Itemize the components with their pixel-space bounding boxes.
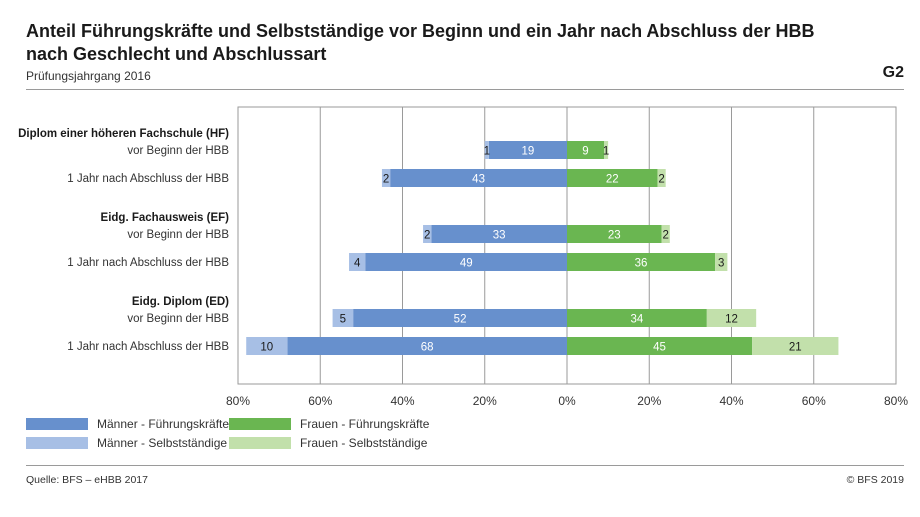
x-tick-label: 40% (390, 394, 414, 408)
bar-women-leaders (567, 225, 662, 243)
bar-men-leaders (390, 169, 567, 187)
row-label: 1 Jahr nach Abschluss der HBB (67, 341, 229, 353)
bar-women-leaders (567, 309, 707, 327)
x-tick-label: 40% (719, 394, 743, 408)
legend-label-women-self: Frauen - Selbstständige (300, 436, 428, 450)
data-label: 22 (606, 174, 619, 186)
bar-women-self (604, 141, 609, 159)
data-label: 21 (789, 342, 802, 354)
x-tick-label: 0% (558, 394, 576, 408)
legend-label-women-leaders: Frauen - Führungskräfte (300, 417, 430, 431)
legend-item-women-leaders: Frauen - Führungskräfte (229, 417, 429, 431)
data-label: 52 (454, 314, 467, 326)
row-label: vor Beginn der HBB (127, 229, 229, 241)
bar-men-self (332, 309, 354, 327)
data-label: 68 (421, 342, 434, 354)
data-label: 43 (472, 174, 485, 186)
group-label: Diplom einer höheren Fachschule (HF) (18, 128, 229, 140)
data-label: 49 (460, 258, 473, 270)
data-label: 19 (522, 146, 535, 158)
bar-women-leaders (567, 253, 716, 271)
header-divider (26, 89, 904, 90)
bar-men-leaders (365, 253, 567, 271)
data-label: 1 (603, 146, 609, 158)
source-note: Quelle: BFS – eHBB 2017 (26, 474, 148, 486)
bar-women-self (752, 337, 839, 355)
bar-women-leaders (567, 169, 658, 187)
legend-swatch-women-self (229, 437, 291, 449)
copyright-note: © BFS 2019 (846, 474, 904, 486)
x-tick-label: 20% (473, 394, 497, 408)
data-label: 2 (658, 174, 664, 186)
bar-men-self (349, 253, 366, 271)
row-label: vor Beginn der HBB (127, 145, 229, 157)
data-label: 9 (582, 146, 588, 158)
legend-swatch-men-leaders (26, 418, 88, 430)
bar-women-self (657, 169, 666, 187)
figure-number: G2 (882, 64, 904, 81)
chart-title: Anteil Führungskräfte und Selbstständige… (26, 21, 815, 64)
data-label: 2 (662, 230, 668, 242)
legend-item-men-leaders: Männer - Führungskräfte (26, 417, 229, 431)
data-label: 2 (424, 230, 430, 242)
bar-men-leaders (488, 141, 567, 159)
legend-swatch-women-leaders (229, 418, 291, 430)
chart-legend: Männer - Führungskräfte Männer - Selbsts… (26, 414, 526, 454)
data-label: 4 (354, 258, 361, 270)
bar-men-self (381, 169, 391, 187)
group-label: Eidg. Diplom (ED) (132, 296, 229, 308)
bar-men-leaders (287, 337, 567, 355)
x-tick-label: 60% (802, 394, 826, 408)
data-label: 10 (260, 342, 273, 354)
legend-label-men-self: Männer - Selbstständige (97, 436, 228, 450)
x-tick-label: 80% (226, 394, 250, 408)
bar-women-leaders (567, 141, 605, 159)
bar-men-leaders (431, 225, 567, 243)
row-label: vor Beginn der HBB (127, 313, 229, 325)
chart-subtitle: Prüfungsjahrgang 2016 (26, 69, 151, 83)
row-label: 1 Jahr nach Abschluss der HBB (67, 257, 229, 269)
data-label: 36 (635, 258, 648, 270)
data-label: 5 (340, 314, 346, 326)
data-label: 23 (608, 230, 621, 242)
bar-men-self (484, 141, 489, 159)
bar-men-self (423, 225, 432, 243)
bar-men-self (246, 337, 288, 355)
legend-item-men-self: Männer - Selbstständige (26, 436, 227, 450)
legend-item-women-self: Frauen - Selbstständige (229, 436, 427, 450)
footer-divider (26, 465, 904, 466)
row-label: 1 Jahr nach Abschluss der HBB (67, 173, 229, 185)
bar-women-self (715, 253, 728, 271)
data-label: 2 (383, 174, 389, 186)
bar-women-self (661, 225, 670, 243)
legend-swatch-men-self (26, 437, 88, 449)
data-label: 45 (653, 342, 666, 354)
bar-women-leaders (567, 337, 753, 355)
data-label: 12 (725, 314, 738, 326)
group-label: Eidg. Fachausweis (EF) (101, 212, 230, 224)
legend-label-men-leaders: Männer - Führungskräfte (97, 417, 230, 431)
bar-men-leaders (353, 309, 567, 327)
data-label: 34 (631, 314, 644, 326)
bar-women-self (706, 309, 757, 327)
data-label: 33 (493, 230, 506, 242)
x-tick-label: 80% (884, 394, 908, 408)
x-tick-label: 20% (637, 394, 661, 408)
data-label: 1 (484, 146, 490, 158)
x-tick-label: 60% (308, 394, 332, 408)
data-label: 3 (718, 258, 724, 270)
